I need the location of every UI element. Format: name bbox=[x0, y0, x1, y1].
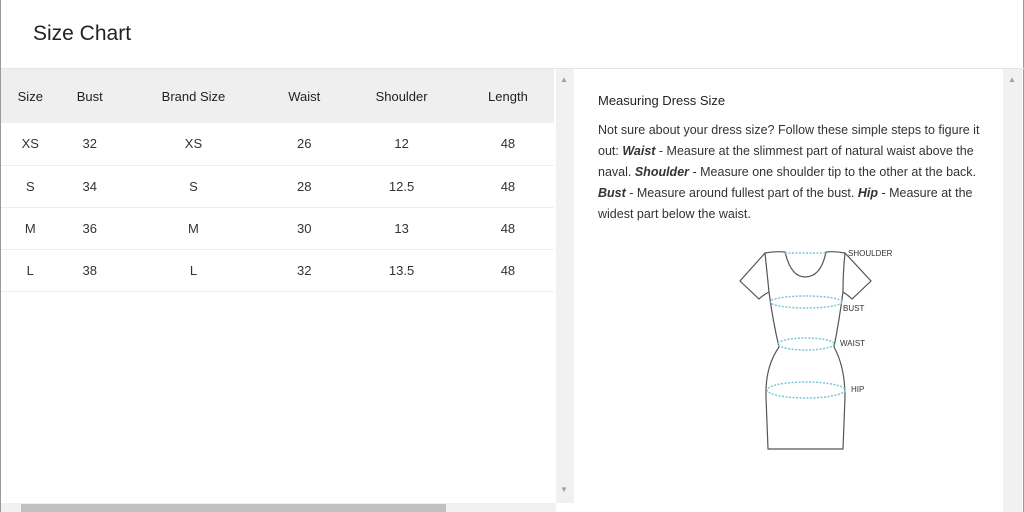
table-cell: 48 bbox=[461, 165, 554, 208]
table-row: L 38 L 32 13.5 48 bbox=[1, 249, 554, 292]
table-cell: 13.5 bbox=[341, 249, 462, 292]
table-cell: 12 bbox=[341, 123, 462, 166]
table-cell: 28 bbox=[267, 165, 342, 208]
scroll-down-icon[interactable]: ▼ bbox=[560, 485, 568, 494]
table-cell: S bbox=[119, 165, 268, 208]
guide-heading: Measuring Dress Size bbox=[598, 93, 726, 108]
dress-measurement-diagram: SHOULDER BUST WAIST HIP bbox=[739, 249, 893, 450]
column-header: Length bbox=[461, 69, 554, 123]
size-table: Size Bust Brand Size Waist Shoulder Length XS… bbox=[1, 69, 554, 292]
table-row: S 34 S 28 12.5 48 bbox=[1, 165, 554, 208]
measure-description: - Measure around fullest part of the bus… bbox=[625, 186, 858, 200]
column-header: Shoulder bbox=[341, 69, 462, 123]
table-cell: 48 bbox=[461, 249, 554, 292]
table-horizontal-scrollbar[interactable] bbox=[1, 503, 556, 512]
table-cell: L bbox=[1, 249, 60, 292]
table-cell: XS bbox=[119, 123, 268, 166]
measure-term: Shoulder bbox=[634, 165, 690, 179]
column-header: Size bbox=[1, 69, 60, 123]
table-row: M 36 M 30 13 48 bbox=[1, 207, 554, 250]
measure-term: Bust bbox=[598, 186, 626, 200]
modal-vertical-scrollbar[interactable]: ▲ bbox=[1003, 69, 1022, 512]
table-cell: 34 bbox=[59, 165, 120, 208]
table-cell: XS bbox=[1, 123, 60, 166]
modal-title: Size Chart bbox=[33, 22, 132, 45]
scrollbar-thumb[interactable] bbox=[21, 504, 446, 512]
size-table-panel: Size Bust Brand Size Waist Shoulder Length XS… bbox=[1, 69, 556, 503]
table-cell: 13 bbox=[341, 207, 462, 250]
table-cell: 26 bbox=[267, 123, 342, 166]
scroll-up-icon[interactable]: ▲ bbox=[560, 75, 568, 84]
measure-term: Waist bbox=[622, 144, 656, 158]
column-header: Waist bbox=[267, 69, 342, 123]
scroll-up-icon[interactable]: ▲ bbox=[1008, 75, 1016, 84]
table-cell: S bbox=[1, 165, 60, 208]
table-cell: 48 bbox=[461, 207, 554, 250]
table-cell: 32 bbox=[59, 123, 120, 166]
table-cell: 48 bbox=[461, 123, 554, 166]
guide-text: Not sure about your dress size? Follow t… bbox=[598, 123, 980, 221]
table-cell: M bbox=[119, 207, 268, 250]
shoulder-label: SHOULDER bbox=[848, 249, 893, 258]
measure-description: - Measure at the widest part below the w… bbox=[598, 186, 973, 221]
table-row: XS 32 XS 26 12 48 bbox=[1, 123, 554, 166]
table-vertical-scrollbar[interactable]: ▲ ▼ bbox=[556, 69, 574, 503]
column-header: Bust bbox=[59, 69, 120, 123]
measuring-guide: Measuring Dress Size Not sure about your… bbox=[598, 93, 983, 482]
bust-label: BUST bbox=[843, 304, 864, 313]
hip-label: HIP bbox=[851, 385, 864, 394]
divider bbox=[1, 68, 1024, 69]
column-header: Brand Size bbox=[119, 69, 268, 123]
table-cell: 30 bbox=[267, 207, 342, 250]
table-cell: 12.5 bbox=[341, 165, 462, 208]
waist-label: WAIST bbox=[840, 339, 865, 348]
table-cell: 38 bbox=[59, 249, 120, 292]
measure-term: Hip bbox=[857, 186, 878, 200]
table-cell: L bbox=[119, 249, 268, 292]
measure-description: - Measure at the slimmest part of natura… bbox=[598, 144, 974, 179]
table-cell: 32 bbox=[267, 249, 342, 292]
table-cell: M bbox=[1, 207, 60, 250]
measure-description: - Measure one shoulder tip to the other … bbox=[689, 165, 976, 179]
table-cell: 36 bbox=[59, 207, 120, 250]
